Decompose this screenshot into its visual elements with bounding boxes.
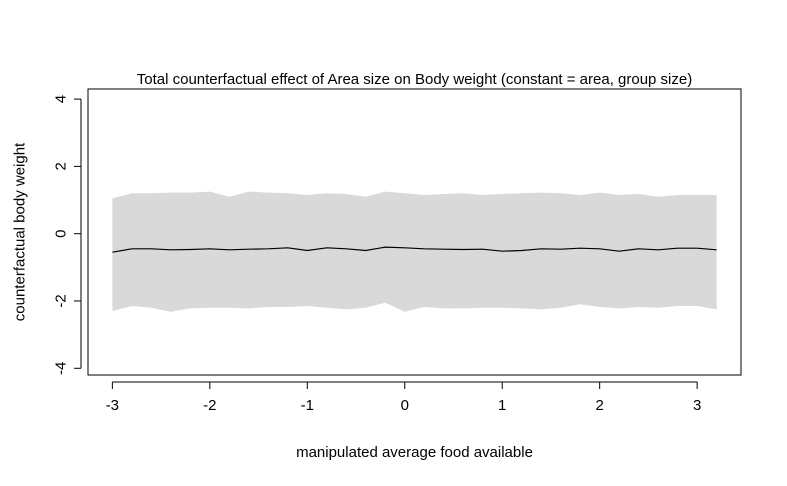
y-tick-label: 0 (53, 230, 70, 238)
plot-frame (87, 88, 742, 376)
y-axis-label: counterfactual body weight (12, 142, 29, 321)
x-tick-label: 0 (401, 397, 409, 414)
x-tick-label: 2 (596, 397, 604, 414)
y-tick-label: 2 (53, 162, 70, 170)
x-axis: -3 -2 -1 0 1 2 3 (106, 381, 701, 414)
x-tick-label: 1 (498, 397, 506, 414)
credible-interval-band-layer (112, 191, 717, 312)
x-tick-label: -2 (203, 397, 216, 414)
credible-interval-band (112, 191, 717, 312)
y-axis: -4 -2 0 2 4 (53, 95, 82, 375)
chart-title: Total counterfactual effect of Area size… (137, 71, 692, 88)
x-tick-label: -1 (301, 397, 314, 414)
y-tick-label: -2 (53, 294, 70, 307)
mean-line-layer (112, 246, 717, 253)
x-tick-label: -3 (106, 397, 119, 414)
y-tick-label: -4 (53, 362, 70, 375)
mean-line (112, 246, 717, 253)
x-tick-label: 3 (693, 397, 701, 414)
x-axis-label: manipulated average food available (296, 444, 533, 461)
y-tick-label: 4 (53, 95, 70, 103)
